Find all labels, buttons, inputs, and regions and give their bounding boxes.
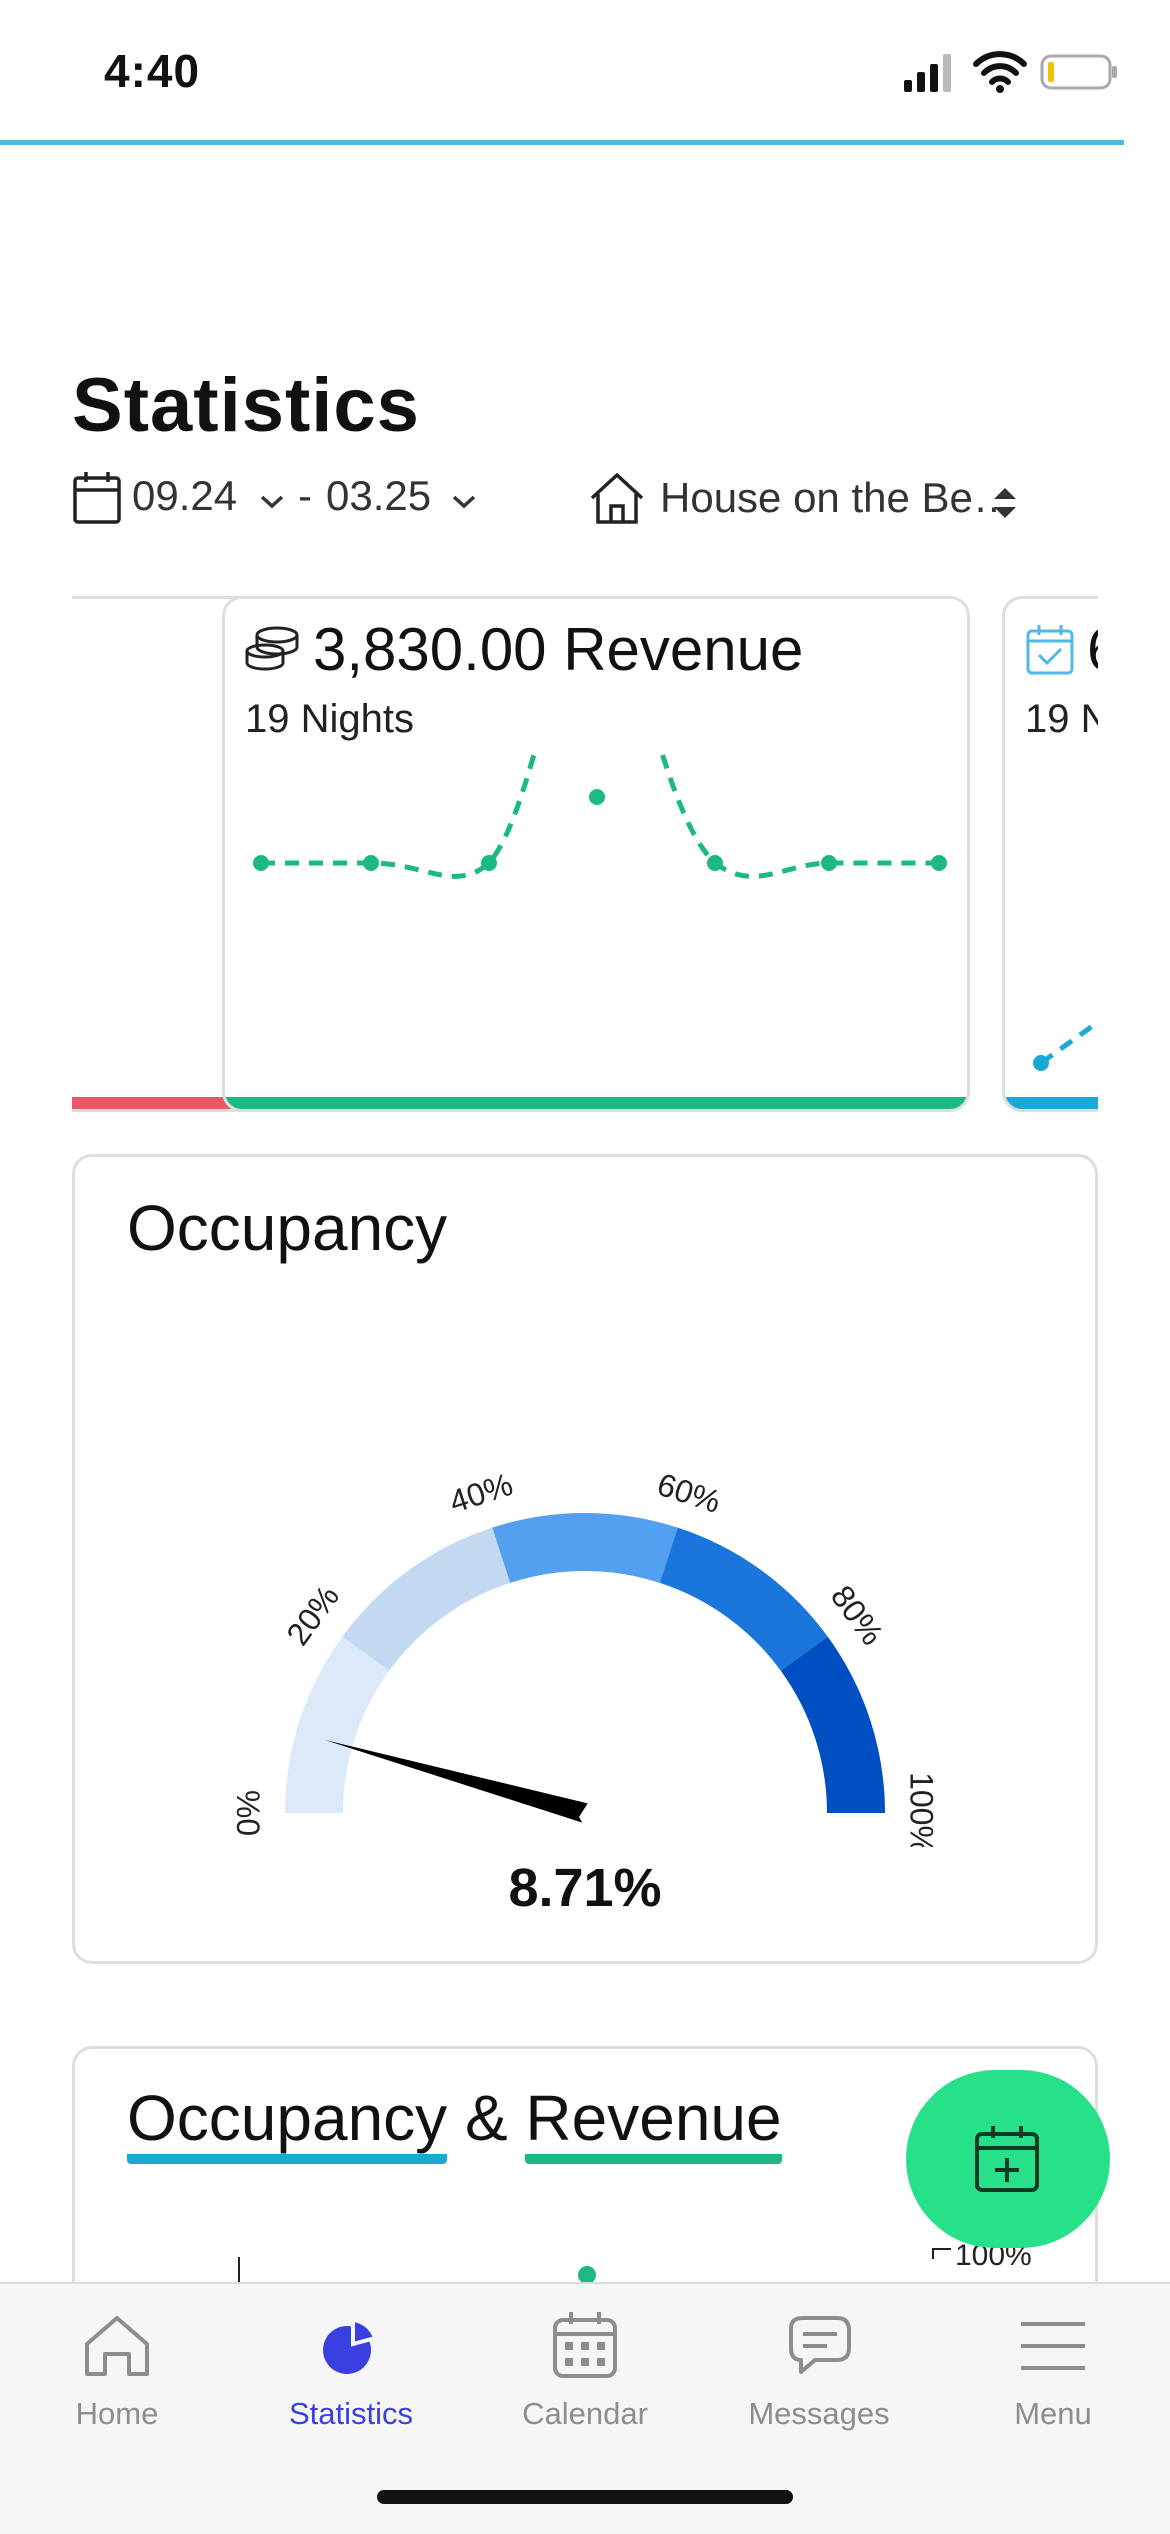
occ-rev-title-amp: & [464,2082,508,2154]
occ-rev-title-revenue: Revenue [525,2082,782,2164]
revenue-trend-chart [253,749,947,879]
menu-icon [1021,2322,1085,2370]
occupancy-gauge: 0% 20% 40% 60% 80% 100% [230,1466,940,1847]
date-range-filter[interactable]: 09.24 - 03.25 [72,470,492,530]
stat-card-next[interactable]: 6 19 N [1002,596,1098,1112]
top-accent-line [0,140,1124,145]
chevron-down-icon[interactable] [450,492,478,512]
tab-home[interactable]: Home [0,2284,234,2464]
property-name[interactable]: House on the Be… [660,474,1015,521]
gauge-tick-label: 100% [904,1772,940,1847]
gauge-band [659,1527,828,1671]
gauge-band [285,1636,390,1813]
tab-label: Home [75,2396,159,2431]
cellular-signal-icon [904,54,951,92]
coins-icon [245,626,299,671]
next-card-nights: 19 N [1025,697,1098,741]
date-range-separator: - [298,472,312,519]
tab-statistics[interactable]: Statistics [234,2284,468,2464]
tab-label: Messages [748,2396,890,2431]
occupancy-title: Occupancy [127,1192,448,1264]
gauge-band [492,1513,678,1583]
gauge-tick-label: 60% [653,1466,725,1520]
calendar-icon [73,472,121,524]
stat-cards-carousel[interactable]: 3,830.00 Revenue 19 Nights 6 19 N [72,596,1098,1112]
messages-icon [789,2316,851,2374]
gauge-tick-label: 0% [230,1790,266,1836]
property-selector[interactable]: House on the Be… [588,470,1028,530]
revenue-card[interactable]: 3,830.00 Revenue 19 Nights [222,596,970,1112]
pie-chart-icon [323,2317,378,2374]
tab-label: Calendar [522,2396,648,2431]
revenue-peak [589,789,605,805]
trend-point [707,855,723,871]
next-card-value: 6 [1087,615,1098,684]
occupancy-value: 8.71% [508,1858,662,1918]
date-from-value[interactable]: 09.24 [132,472,238,519]
gauge-tick-label: 20% [279,1579,346,1652]
revenue-value: 3,830.00 Revenue [313,616,804,683]
page-title: Statistics [72,363,420,448]
home-indicator [377,2490,793,2504]
add-booking-fab[interactable] [906,2070,1110,2248]
trend-point [821,855,837,871]
calendar-plus-icon [975,2126,1039,2192]
occ-rev-chart-peek [238,2248,951,2299]
sort-arrows-icon[interactable] [992,486,1018,522]
chevron-down-icon[interactable] [258,492,286,512]
card-accent-bar [72,1097,261,1109]
trend-point [931,855,947,871]
occ-rev-title: Occupancy & Revenue [127,2081,782,2164]
tab-label: Statistics [288,2396,414,2431]
date-to-value[interactable]: 03.25 [326,472,432,519]
calendar-check-icon [1026,625,1074,675]
gauge-band [780,1636,885,1813]
gauge-needle [325,1740,588,1823]
tab-calendar[interactable]: Calendar [468,2284,702,2464]
next-card-trend [1033,1018,1098,1071]
trend-point [363,855,379,871]
trend-point [481,855,497,871]
calendar-icon [553,2312,617,2378]
occ-rev-title-occupancy: Occupancy [127,2082,448,2164]
wifi-icon [973,51,1027,93]
card-accent-bar [1005,1097,1098,1109]
house-icon [590,473,644,524]
tab-messages[interactable]: Messages [702,2284,936,2464]
trend-point [253,855,269,871]
battery-icon [1040,54,1117,90]
tab-menu[interactable]: Menu [936,2284,1170,2464]
gauge-tick-label: 40% [445,1466,517,1520]
card-accent-bar [225,1097,967,1109]
tab-label: Menu [1014,2396,1092,2431]
home-icon [85,2316,149,2376]
occupancy-card: Occupancy 0% 20% 40% 60% 80% 100% 8.71% [72,1154,1098,1964]
status-icons [900,50,1120,94]
gauge-tick-label: 80% [824,1579,891,1652]
gauge-band [342,1527,511,1671]
revenue-nights: 19 Nights [245,697,414,741]
status-time: 4:40 [104,45,201,97]
